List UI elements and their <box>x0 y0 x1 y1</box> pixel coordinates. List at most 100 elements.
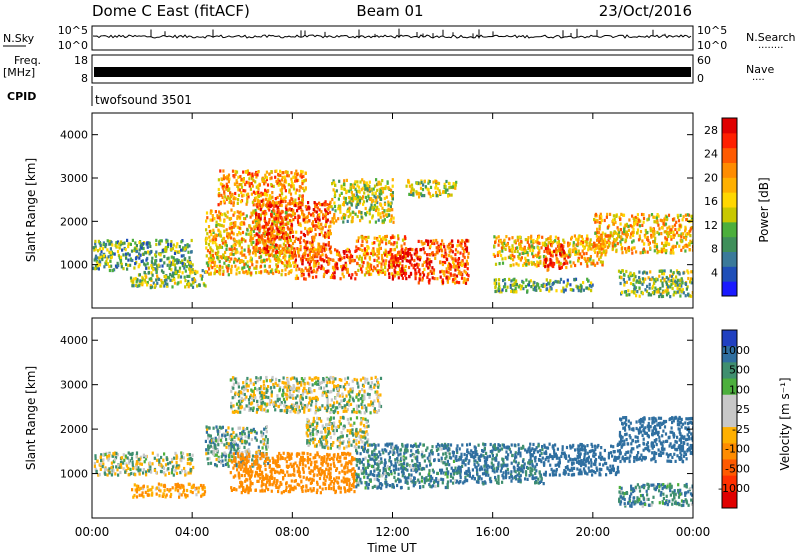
power-cell <box>350 259 353 263</box>
velocity-cell <box>148 488 151 492</box>
power-cell <box>334 183 337 187</box>
velocity-cell <box>165 493 168 497</box>
power-cell <box>331 258 335 262</box>
power-cell <box>634 275 637 279</box>
velocity-cell <box>163 452 166 456</box>
power-cell <box>664 243 667 248</box>
velocity-cell <box>241 459 244 463</box>
power-cell <box>555 253 558 257</box>
power-cell <box>212 238 215 242</box>
power-cell <box>533 288 536 292</box>
power-cell <box>363 251 366 255</box>
power-cell <box>247 232 250 236</box>
power-cell <box>294 260 297 264</box>
power-cell <box>522 287 525 291</box>
power-cell <box>327 257 330 261</box>
power-cell <box>226 234 229 238</box>
power-cell <box>611 241 614 246</box>
power-cell <box>332 265 335 269</box>
power-cell <box>176 261 179 265</box>
velocity-cell <box>232 431 235 435</box>
power-cell <box>99 255 102 259</box>
power-cell <box>249 238 252 243</box>
power-cell <box>571 249 575 253</box>
power-cell <box>636 223 639 227</box>
velocity-cell <box>306 459 309 463</box>
power-cell <box>287 250 290 254</box>
power-cell <box>216 216 219 220</box>
power-cell <box>100 249 103 254</box>
power-cell <box>252 178 255 183</box>
power-cell <box>463 262 466 266</box>
power-cell <box>510 279 513 283</box>
power-cell <box>209 264 212 268</box>
power-cell <box>418 268 421 272</box>
power-cell <box>644 277 647 281</box>
power-cell <box>333 201 336 205</box>
power-cell <box>250 233 253 237</box>
power-cell <box>347 215 350 219</box>
velocity-cell <box>208 456 211 461</box>
power-cell <box>276 201 279 205</box>
power-cell <box>294 215 297 220</box>
power-cell <box>594 220 597 224</box>
power-cell <box>493 278 496 282</box>
power-cell <box>675 291 678 295</box>
power-cell <box>376 205 379 209</box>
velocity-cell <box>244 449 247 453</box>
power-cell <box>114 243 117 248</box>
power-cell <box>240 177 243 182</box>
power-cell <box>460 276 464 280</box>
power-cell <box>543 258 546 262</box>
power-cell <box>641 277 644 281</box>
power-cell <box>281 249 284 253</box>
power-cell <box>222 187 225 191</box>
power-cell <box>354 271 357 275</box>
power-cell <box>109 242 112 246</box>
power-cell <box>417 181 420 185</box>
power-cell <box>457 265 461 269</box>
power-cell <box>322 242 325 246</box>
power-cell <box>249 235 252 239</box>
power-cell <box>530 285 533 289</box>
power-cell <box>219 234 223 238</box>
power-cell <box>644 288 647 292</box>
velocity-cell <box>183 466 186 471</box>
power-cell <box>214 268 217 272</box>
power-cell <box>275 217 278 221</box>
power-cell <box>339 204 342 208</box>
power-cell <box>239 232 242 236</box>
power-cell <box>192 281 195 285</box>
power-cell <box>308 269 311 273</box>
power-cell <box>290 222 293 226</box>
velocity-cell <box>120 456 124 460</box>
power-cell <box>443 255 446 259</box>
power-cell <box>325 270 328 275</box>
power-cell <box>278 181 281 185</box>
power-colorbar-segment <box>722 192 737 208</box>
power-cell <box>667 291 670 295</box>
velocity-cell <box>228 436 231 440</box>
power-cell <box>255 202 258 207</box>
power-cell <box>615 214 618 218</box>
power-cell <box>505 288 508 293</box>
power-cell <box>149 244 152 248</box>
velocity-cell <box>266 438 269 442</box>
power-cell <box>309 259 312 264</box>
power-cell <box>121 248 124 252</box>
power-cell <box>435 184 438 188</box>
power-cell <box>580 255 583 259</box>
power-cell <box>345 249 348 253</box>
power-cell <box>258 203 261 207</box>
power-cell <box>135 256 138 260</box>
power-cell <box>654 236 657 240</box>
power-cell <box>276 228 279 232</box>
power-cell <box>633 277 636 281</box>
power-cell <box>309 256 312 260</box>
power-cell <box>291 246 294 250</box>
power-cell <box>253 225 256 229</box>
velocity-cell <box>100 453 103 457</box>
power-cell <box>164 281 167 286</box>
power-cell <box>527 259 530 263</box>
power-cell <box>361 264 364 268</box>
